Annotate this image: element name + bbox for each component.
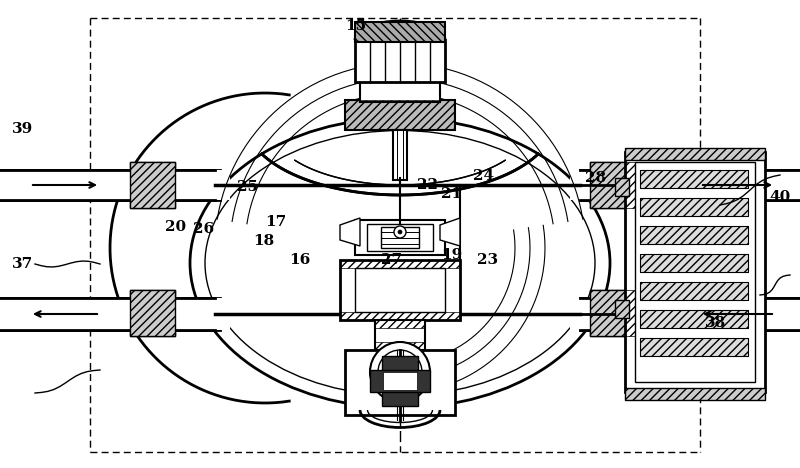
Bar [625,388,765,400]
Text: 20: 20 [166,220,186,234]
Bar [640,254,748,272]
Bar [570,298,800,330]
Bar [130,290,175,336]
Bar [340,260,460,268]
Bar [370,370,430,392]
Bar [381,227,419,248]
Bar [640,310,748,328]
Bar [640,226,748,244]
Bar [355,40,445,82]
Bar [393,130,407,180]
Bar [590,290,635,336]
Bar [355,22,445,42]
Bar [615,300,629,318]
Text: 24: 24 [474,168,494,183]
Bar [345,100,455,130]
Text: 15: 15 [346,19,366,33]
Bar [0,170,230,200]
Bar [640,198,748,216]
Polygon shape [340,218,360,246]
Bar [625,148,765,160]
Text: 19: 19 [442,248,462,262]
Bar [355,268,445,312]
Bar [345,350,455,415]
Circle shape [370,342,430,402]
Bar [360,80,440,102]
Bar [130,162,175,208]
Bar [625,148,765,160]
Bar [345,100,455,130]
Text: 17: 17 [266,215,286,229]
Bar [640,170,748,188]
Bar [340,312,460,320]
Bar [640,282,748,300]
Text: 37: 37 [12,257,33,271]
Text: 28: 28 [586,171,606,185]
Text: 38: 38 [706,316,726,330]
Bar [640,254,748,272]
Text: 39: 39 [12,122,33,136]
Bar [640,282,748,300]
Bar [640,338,748,356]
Bar [590,290,635,336]
Text: 23: 23 [478,253,498,267]
Bar [130,162,175,208]
Bar [355,22,445,42]
Text: 25: 25 [238,180,258,194]
Bar [375,320,425,350]
Text: 18: 18 [254,234,274,248]
Bar [130,162,175,208]
Bar [640,338,748,356]
Bar [590,162,635,208]
Bar [640,170,748,188]
Bar [590,162,635,208]
Bar [130,290,175,336]
Bar [615,178,629,196]
Bar [590,162,635,208]
Bar [640,310,748,328]
Bar [375,320,425,328]
Bar [640,226,748,244]
Text: 16: 16 [290,253,310,267]
Bar [570,170,800,200]
Text: 40: 40 [770,190,790,204]
Bar [375,342,425,350]
Bar [383,372,417,390]
Bar [0,298,230,330]
Polygon shape [440,218,460,246]
Bar [130,162,175,208]
Bar [355,220,445,255]
Circle shape [378,350,422,394]
Bar [340,260,460,320]
Bar [625,152,765,392]
Circle shape [398,230,402,234]
Bar [590,162,635,208]
Bar [615,300,629,318]
Bar [130,290,175,336]
Text: 22: 22 [418,178,438,192]
Bar [590,290,635,336]
Bar [130,290,175,336]
Bar [367,224,433,251]
Bar [615,178,629,196]
Bar [640,198,748,216]
Bar [382,356,418,406]
Bar [590,290,635,336]
Bar [625,388,765,400]
Ellipse shape [190,118,610,408]
Circle shape [394,226,406,238]
Text: 27: 27 [382,253,402,267]
Text: 21: 21 [442,187,462,201]
Text: 26: 26 [194,222,214,236]
Bar [635,162,755,382]
